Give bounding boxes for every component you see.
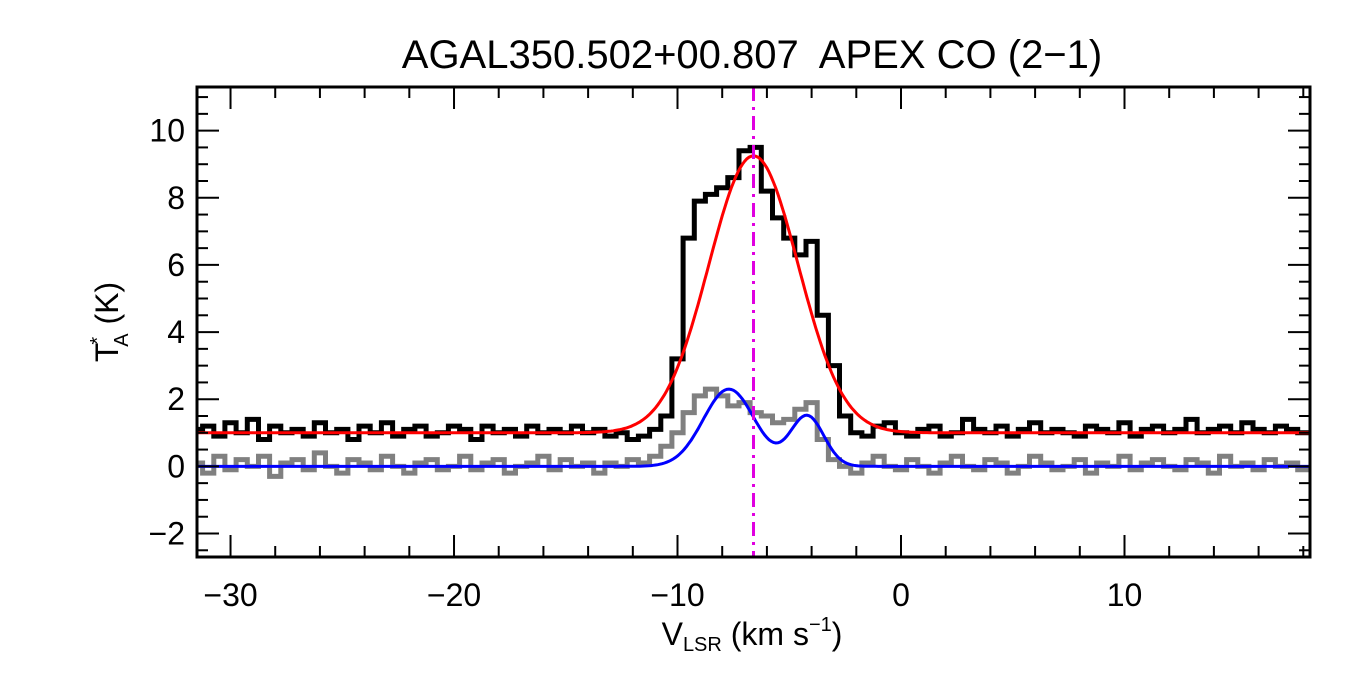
x-tick-label: −30 bbox=[203, 577, 257, 613]
chart-title: AGAL350.502+00.807 APEX CO (2−1) bbox=[402, 33, 1102, 77]
histogram-series-0 bbox=[197, 144, 1309, 442]
x-tick-labels: −30 −20 −10 0 10 bbox=[203, 577, 1142, 613]
y-tick-labels: −2 0 2 4 6 8 10 bbox=[149, 113, 185, 552]
y-tick-label: 2 bbox=[167, 381, 185, 417]
y-tick-label: 6 bbox=[167, 247, 185, 283]
y-tick-label: 0 bbox=[167, 448, 185, 484]
x-tick-label: −20 bbox=[427, 577, 481, 613]
y-tick-label: 4 bbox=[167, 314, 185, 350]
plot-area bbox=[197, 87, 1310, 557]
x-tick-label: 10 bbox=[1107, 577, 1143, 613]
x-label-rest: (km s bbox=[722, 616, 809, 652]
y-tick-label: 8 bbox=[167, 180, 185, 216]
y-label-sub: A bbox=[111, 333, 133, 347]
x-label-sup: −1 bbox=[809, 614, 832, 636]
y-label-rest: (K) bbox=[89, 282, 125, 334]
x-tick-label: 0 bbox=[892, 577, 910, 613]
y-label-main: T bbox=[89, 343, 125, 363]
axis-ticks bbox=[197, 87, 1310, 557]
x-label-main: V bbox=[662, 616, 684, 652]
y-tick-label: −2 bbox=[149, 516, 185, 552]
y-tick-label: 10 bbox=[149, 113, 185, 149]
x-label-end: ) bbox=[832, 616, 843, 652]
x-label-sub: LSR bbox=[683, 634, 722, 656]
plot-frame bbox=[195, 85, 1312, 559]
y-axis-label: T* A (K) bbox=[87, 282, 133, 362]
x-axis-label: VLSR (km s−1) bbox=[662, 614, 843, 656]
y-axis-label-group: T* A (K) bbox=[87, 282, 133, 362]
y-label-sup: * bbox=[87, 337, 109, 345]
x-tick-label: −10 bbox=[650, 577, 704, 613]
